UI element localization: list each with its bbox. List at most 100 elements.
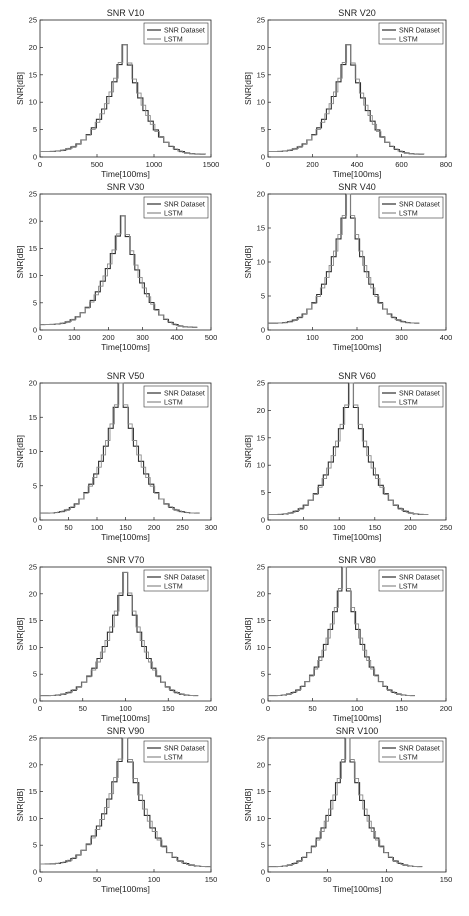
series-line-lstm xyxy=(268,566,415,697)
subplot-9: SNR V90 0 50 100 150 0 5 10 15 20 25 Time[100ms] SNR… xyxy=(15,726,217,894)
legend-entry: SNR Dataset xyxy=(399,202,440,209)
y-tick-label: 10 xyxy=(29,271,37,280)
y-tick-label: 5 xyxy=(33,841,37,850)
legend-entry: SNR Dataset xyxy=(399,391,440,398)
x-axis-label: Time[100ms] xyxy=(101,342,150,352)
x-tick-label: 200 xyxy=(404,523,417,532)
legend-entry: SNR Dataset xyxy=(164,746,205,753)
y-tick-label: 10 xyxy=(257,461,265,470)
subplot-8: SNR V80 0 50 100 150 200 0 5 10 15 20 25 Time[100ms]… xyxy=(243,555,452,723)
x-tick-label: 300 xyxy=(395,333,408,342)
x-tick-label: 200 xyxy=(351,333,364,342)
series-line-lstm xyxy=(40,215,198,328)
x-tick-label: 150 xyxy=(119,523,132,532)
subplot-1: SNR V10 0 500 1000 1500 0 5 10 15 20 25 Time[100ms]… xyxy=(15,8,219,179)
x-axis-label: Time[100ms] xyxy=(101,532,150,542)
legend-entry: LSTM xyxy=(399,755,418,762)
y-tick-label: 20 xyxy=(29,760,37,769)
chart-title: SNR V100 xyxy=(336,726,379,736)
y-tick-label: 5 xyxy=(33,298,37,307)
y-tick-label: 20 xyxy=(257,406,265,415)
legend-entry: SNR Dataset xyxy=(164,575,205,582)
x-axis-label: Time[100ms] xyxy=(333,169,382,179)
x-tick-label: 250 xyxy=(176,523,189,532)
y-tick-label: 15 xyxy=(29,244,37,253)
y-tick-label: 0 xyxy=(261,153,265,162)
y-tick-label: 15 xyxy=(257,787,265,796)
y-axis-label: SNR[dB] xyxy=(243,617,253,650)
y-tick-label: 0 xyxy=(261,326,265,335)
x-tick-label: 150 xyxy=(440,875,453,884)
y-tick-label: 10 xyxy=(257,643,265,652)
y-axis-label: SNR[dB] xyxy=(15,245,25,278)
y-axis-label: SNR[dB] xyxy=(15,72,25,105)
y-tick-label: 5 xyxy=(261,841,265,850)
axes-frame xyxy=(267,382,447,521)
y-tick-label: 5 xyxy=(33,481,37,490)
y-tick-label: 0 xyxy=(261,697,265,706)
y-tick-label: 25 xyxy=(29,190,37,199)
y-tick-label: 20 xyxy=(29,217,37,226)
x-tick-label: 0 xyxy=(266,704,270,713)
x-tick-label: 1500 xyxy=(203,160,220,169)
y-tick-label: 20 xyxy=(257,589,265,598)
x-tick-label: 600 xyxy=(395,160,408,169)
y-tick-label: 5 xyxy=(33,125,37,134)
subplot-10: SNR V100 0 50 100 150 0 5 10 15 20 25 Time[100ms] SN… xyxy=(243,726,452,894)
y-tick-label: 0 xyxy=(33,697,37,706)
y-tick-label: 5 xyxy=(261,488,265,497)
y-tick-label: 15 xyxy=(257,616,265,625)
x-axis-label: Time[100ms] xyxy=(101,169,150,179)
y-tick-label: 25 xyxy=(29,16,37,25)
x-tick-label: 0 xyxy=(38,160,42,169)
y-tick-label: 5 xyxy=(261,125,265,134)
y-tick-label: 10 xyxy=(29,98,37,107)
y-axis-label: SNR[dB] xyxy=(243,245,253,278)
y-tick-label: 10 xyxy=(29,643,37,652)
y-axis-label: SNR[dB] xyxy=(243,72,253,105)
x-tick-label: 300 xyxy=(205,523,218,532)
y-tick-label: 20 xyxy=(29,43,37,52)
y-tick-label: 15 xyxy=(29,70,37,79)
x-tick-label: 250 xyxy=(440,523,453,532)
y-tick-label: 0 xyxy=(33,868,37,877)
chart-title: SNR V60 xyxy=(338,371,376,381)
y-tick-label: 25 xyxy=(257,734,265,743)
chart-title: SNR V40 xyxy=(338,182,376,192)
chart-title: SNR V10 xyxy=(107,8,145,18)
series-line-lstm xyxy=(268,193,420,324)
subplot-4: SNR V40 0 100 200 300 400 0 5 10 15 20 Time[100ms] S… xyxy=(243,182,452,352)
subplot-7: SNR V70 0 50 100 150 200 0 5 10 15 20 25 Time[100ms]… xyxy=(15,555,217,723)
legend-entry: LSTM xyxy=(399,584,418,591)
x-tick-label: 200 xyxy=(205,704,218,713)
x-tick-label: 400 xyxy=(171,333,184,342)
subplot-6: SNR V60 0 50 100 150 200 250 0 5 10 15 20 25 Time[100… xyxy=(243,371,452,542)
subplot-5: SNR V50 0 50 100 150 200 250 300 0 5 10 15 20 Time[10… xyxy=(15,371,217,542)
series-line-lstm xyxy=(40,571,199,697)
x-tick-label: 500 xyxy=(205,333,218,342)
y-tick-label: 0 xyxy=(261,868,265,877)
x-axis-label: Time[100ms] xyxy=(101,713,150,723)
y-tick-label: 0 xyxy=(33,153,37,162)
y-axis-label: SNR[dB] xyxy=(15,788,25,821)
x-axis-label: Time[100ms] xyxy=(333,713,382,723)
x-axis-label: Time[100ms] xyxy=(101,884,150,894)
legend-entry: LSTM xyxy=(164,400,183,407)
chart-title: SNR V70 xyxy=(107,555,145,565)
x-tick-label: 0 xyxy=(38,704,42,713)
y-tick-label: 20 xyxy=(257,190,265,199)
series-line-snr-dataset xyxy=(40,737,211,868)
legend-entry: SNR Dataset xyxy=(399,746,440,753)
y-tick-label: 10 xyxy=(257,258,265,267)
x-tick-label: 100 xyxy=(351,704,364,713)
y-tick-label: 0 xyxy=(261,516,265,525)
y-tick-label: 0 xyxy=(33,326,37,335)
y-tick-label: 20 xyxy=(257,43,265,52)
y-tick-label: 25 xyxy=(257,563,265,572)
series-line-snr-dataset xyxy=(268,44,425,155)
chart-title: SNR V30 xyxy=(107,182,145,192)
y-tick-label: 20 xyxy=(257,760,265,769)
legend-entry: LSTM xyxy=(399,400,418,407)
x-tick-label: 500 xyxy=(91,160,104,169)
x-tick-label: 100 xyxy=(119,704,132,713)
